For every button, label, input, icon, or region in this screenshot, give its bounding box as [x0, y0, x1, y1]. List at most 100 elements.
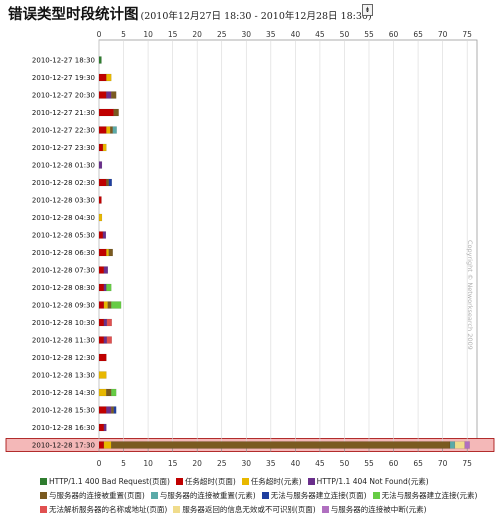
legend-label: 无法解析服务器的名称或地址(页面)	[49, 505, 168, 514]
bar-segment	[103, 266, 108, 274]
top-tick-label: 0	[97, 30, 102, 39]
top-tick-label: 35	[266, 30, 276, 39]
category-label: 2010-12-28 06:30	[32, 249, 95, 257]
category-label: 2010-12-27 18:30	[32, 57, 95, 65]
bar-segment	[107, 301, 112, 309]
legend-swatch	[40, 492, 47, 499]
bar-segment	[454, 441, 465, 449]
bar-segment	[98, 196, 102, 204]
category-label: 2010-12-28 05:30	[32, 232, 95, 240]
bottom-tick-label: 70	[438, 459, 448, 468]
bottom-tick-label: 15	[168, 459, 178, 468]
bottom-tick-label: 45	[315, 459, 325, 468]
bottom-tick-label: 30	[241, 459, 251, 468]
bar-segment	[102, 231, 107, 239]
bar-segment	[106, 73, 112, 82]
bar-segment	[98, 231, 104, 239]
bar-segment	[98, 318, 105, 327]
legend-item: 与服务器的连接被重置(页面)	[40, 490, 145, 501]
top-tick-label: 70	[438, 30, 448, 39]
bar-segment	[111, 301, 122, 309]
category-label: 2010-12-27 22:30	[32, 127, 95, 135]
bar-segment	[98, 336, 105, 344]
bar-segment	[111, 91, 117, 99]
bar-segment	[98, 283, 105, 292]
legend-label: 任务超时(页面)	[184, 477, 236, 486]
legend-item: HTTP/1.1 400 Bad Request(页面)	[40, 476, 170, 487]
bar-segment	[102, 143, 107, 152]
bar-segment	[98, 143, 104, 152]
top-tick-label: 60	[389, 30, 399, 39]
bottom-tick-label: 20	[192, 459, 202, 468]
legend-swatch	[321, 506, 329, 513]
legend-item: 服务器返回的信息无效或不可识别(页面)	[173, 504, 316, 515]
top-tick-label: 45	[315, 30, 325, 39]
top-tick-label: 50	[340, 30, 350, 39]
bottom-tick-label: 5	[121, 459, 126, 468]
top-tick-label: 10	[143, 30, 153, 39]
category-label: 2010-12-27 23:30	[32, 144, 95, 152]
legend-swatch	[40, 478, 47, 485]
bar-segment	[103, 441, 112, 449]
legend-item: HTTP/1.1 404 Not Found(元素)	[307, 476, 429, 487]
bar-segment	[110, 126, 113, 134]
category-label: 2010-12-28 12:30	[32, 354, 95, 362]
bar-segment	[98, 301, 105, 309]
category-label: 2010-12-28 13:30	[32, 372, 95, 380]
legend-swatch	[173, 506, 181, 513]
legend-label: HTTP/1.1 400 Bad Request(页面)	[49, 477, 170, 486]
bar-segment	[98, 266, 105, 274]
top-tick-label: 40	[291, 30, 301, 39]
legend-swatch	[40, 506, 47, 513]
export-button[interactable]: ⇟	[362, 4, 373, 16]
bar-segment	[98, 126, 107, 134]
bar-segment	[111, 406, 114, 414]
bar-segment	[103, 318, 108, 327]
legend-item: 与服务器的连接被中断(元素)	[321, 504, 427, 515]
bottom-tick-label: 50	[340, 459, 350, 468]
top-tick-label: 5	[121, 30, 126, 39]
top-tick-label: 55	[364, 30, 374, 39]
bottom-tick-label: 10	[143, 459, 153, 468]
bar-segment	[106, 406, 112, 414]
bar-segment	[106, 388, 112, 397]
legend-item: 无法解析服务器的名称或地址(页面)	[40, 504, 167, 515]
bar-segment	[98, 178, 107, 187]
chart-legend: HTTP/1.1 400 Bad Request(页面) 任务超时(页面) 任务超时…	[40, 476, 495, 518]
category-label: 2010-12-28 14:30	[32, 389, 95, 397]
bottom-tick-label: 0	[97, 459, 102, 468]
category-label: 2010-12-28 15:30	[32, 407, 95, 415]
bar-segment	[106, 248, 109, 257]
bar-segment	[106, 126, 111, 134]
legend-row: HTTP/1.1 400 Bad Request(页面) 任务超时(页面) 任务超时…	[40, 476, 495, 490]
bottom-tick-label: 40	[291, 459, 301, 468]
category-label: 2010-12-28 17:30	[32, 442, 95, 450]
category-label: 2010-12-27 21:30	[32, 109, 95, 117]
top-tick-label: 20	[192, 30, 202, 39]
legend-swatch	[307, 478, 315, 485]
bar-segment	[98, 108, 114, 117]
bar-segment	[98, 161, 103, 169]
bar-segment	[98, 213, 103, 222]
legend-swatch	[175, 478, 183, 485]
top-tick-label: 75	[462, 30, 472, 39]
category-label: 2010-12-28 02:30	[32, 179, 95, 187]
bar-segment	[98, 441, 105, 449]
legend-row: 无法解析服务器的名称或地址(页面) 服务器返回的信息无效或不可识别(页面) 与服务器…	[40, 504, 495, 518]
bar-segment	[103, 423, 107, 432]
legend-swatch	[150, 492, 158, 499]
bottom-tick-label: 65	[413, 459, 423, 468]
legend-swatch	[241, 478, 249, 485]
bar-segment	[464, 441, 470, 449]
category-label: 2010-12-28 07:30	[32, 267, 95, 275]
legend-label: 无法与服务器建立连接(页面)	[270, 491, 367, 500]
bottom-tick-label: 25	[217, 459, 227, 468]
legend-label: 无法与服务器建立连接(元素)	[381, 491, 478, 500]
chart-title: 错误类型时段统计图	[8, 6, 139, 23]
legend-item: 任务超时(页面)	[175, 476, 236, 487]
bar-segment	[98, 56, 102, 64]
bar-segment	[98, 406, 107, 414]
category-label: 2010-12-27 20:30	[32, 92, 95, 100]
legend-label: HTTP/1.1 404 Not Found(元素)	[316, 477, 429, 486]
category-label: 2010-12-27 19:30	[32, 74, 95, 82]
